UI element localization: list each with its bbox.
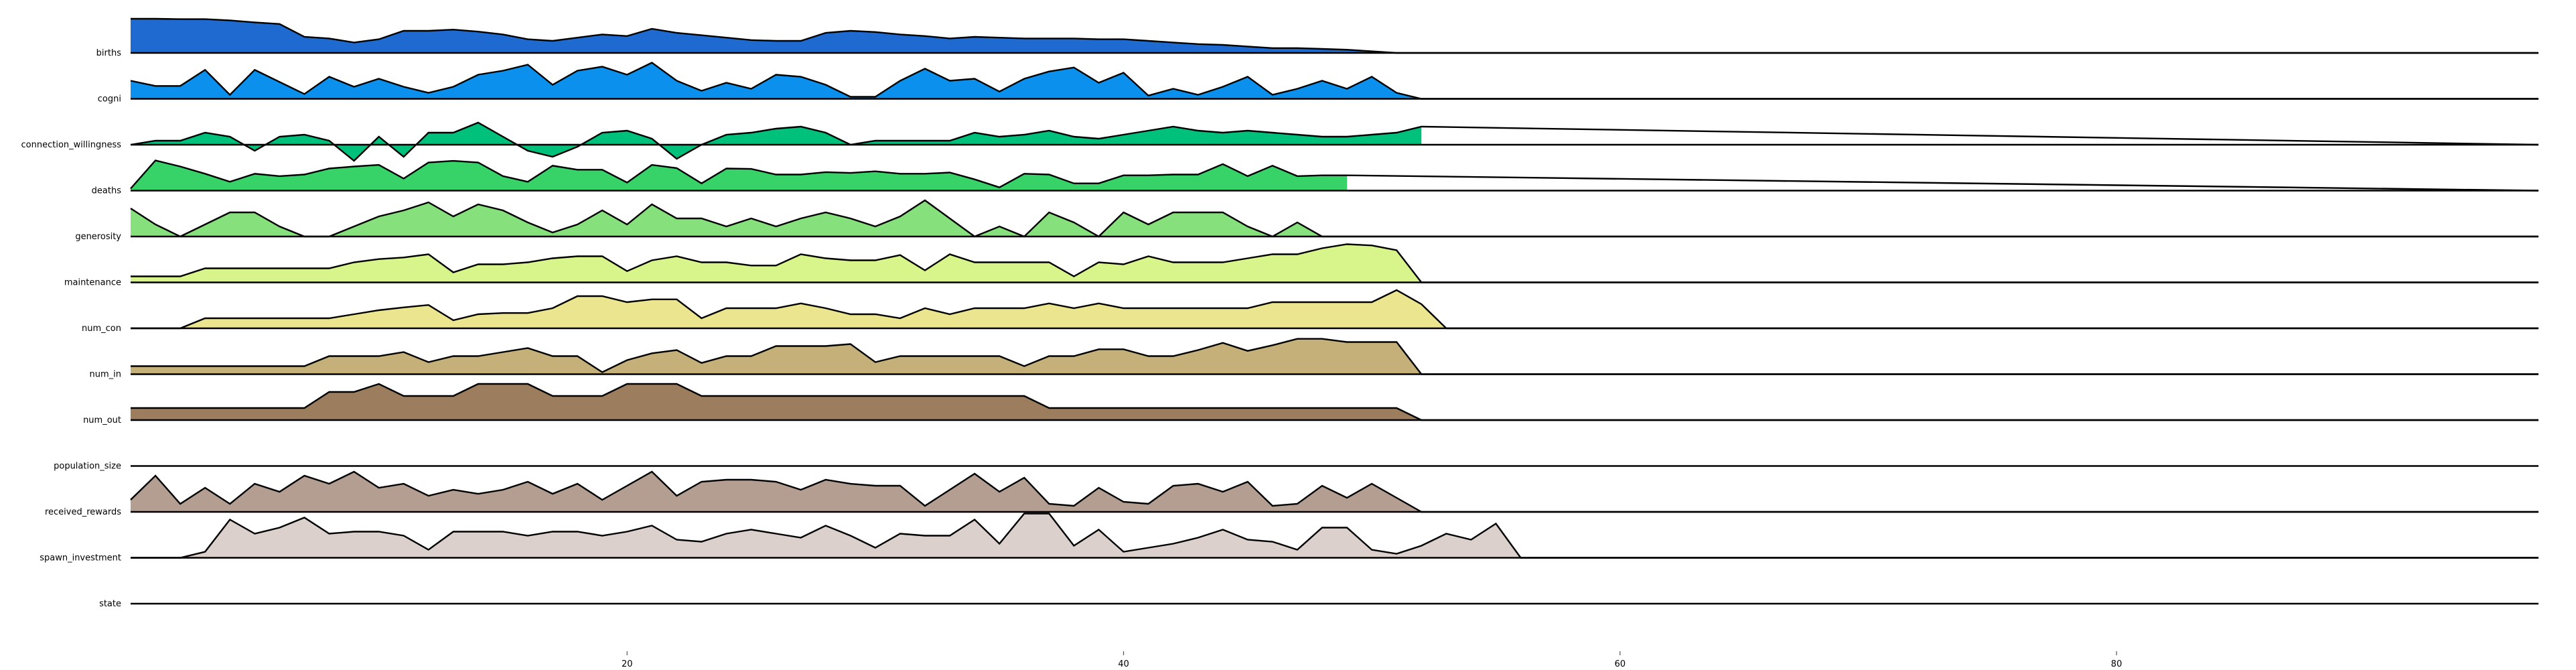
row-label-spawn-investment: spawn_investment bbox=[40, 553, 121, 563]
x-axis: 20 40 60 80 bbox=[622, 651, 2122, 669]
ridge-area-num-in bbox=[131, 338, 1422, 375]
ridge-line-maintenance bbox=[131, 243, 2538, 283]
row-label-connection-willingness: connection_willingness bbox=[21, 140, 122, 150]
ridge-row-births: births bbox=[96, 17, 2538, 58]
ridge-line-generosity bbox=[130, 199, 2538, 238]
ridge-line-num-out bbox=[131, 383, 2538, 421]
ridge-area-births bbox=[131, 19, 1397, 53]
ridge-row-num-out: num_out bbox=[83, 383, 2538, 425]
ridge-line-num-in bbox=[131, 338, 2538, 375]
row-label-cogni: cogni bbox=[98, 94, 121, 105]
ridge-area-num-con bbox=[131, 290, 1447, 328]
row-label-births: births bbox=[96, 48, 122, 58]
x-tick-label-60: 60 bbox=[1614, 659, 1626, 669]
ridge-line-connection-willingness bbox=[130, 121, 2539, 162]
ridge-area-generosity bbox=[131, 200, 1348, 237]
ridge-row-cogni: cogni bbox=[98, 62, 2538, 105]
row-label-state: state bbox=[99, 599, 121, 609]
x-tick-label-40: 40 bbox=[1118, 659, 1129, 669]
row-label-maintenance: maintenance bbox=[64, 278, 121, 288]
ridge-area-cogni bbox=[131, 62, 1422, 99]
ridge-row-received-rewards: received_rewards bbox=[45, 470, 2538, 517]
ridge-row-connection-willingness: connection_willingness bbox=[21, 121, 2539, 162]
x-tick-label-20: 20 bbox=[622, 659, 633, 669]
ridge-row-generosity: generosity bbox=[75, 199, 2538, 242]
x-tick-label-80: 80 bbox=[2111, 659, 2123, 669]
row-label-received-rewards: received_rewards bbox=[45, 507, 121, 517]
ridge-row-population-size: population_size bbox=[54, 462, 2538, 472]
row-label-population-size: population_size bbox=[54, 462, 121, 472]
ridge-area-num-out bbox=[131, 384, 1422, 420]
row-label-deaths: deaths bbox=[92, 186, 122, 196]
ridge-line-deaths bbox=[130, 159, 2539, 192]
ridge-row-num-in: num_in bbox=[90, 338, 2538, 380]
ridge-row-maintenance: maintenance bbox=[64, 243, 2538, 288]
ridge-row-num-con: num_con bbox=[82, 289, 2538, 334]
ridge-line-received-rewards bbox=[130, 470, 2538, 513]
ridge-row-state: state bbox=[99, 599, 2538, 609]
ridge-row-deaths: deaths bbox=[92, 159, 2539, 196]
ridge-area-maintenance bbox=[131, 244, 1422, 283]
row-label-num-out: num_out bbox=[83, 415, 121, 425]
ridge-area-deaths bbox=[131, 160, 1348, 191]
row-label-num-con: num_con bbox=[82, 324, 121, 334]
row-label-num-in: num_in bbox=[90, 370, 122, 380]
row-label-generosity: generosity bbox=[75, 232, 121, 242]
ridge-area-connection-willingness bbox=[131, 123, 1422, 161]
ridge-area-received-rewards bbox=[131, 472, 1422, 512]
ridge-area-spawn-investment bbox=[131, 513, 1521, 558]
ridge-line-spawn-investment bbox=[131, 513, 2538, 559]
ridge-line-num-con bbox=[131, 289, 2538, 330]
ridge-line-births bbox=[131, 17, 2538, 54]
ridge-line-cogni bbox=[130, 62, 2538, 100]
ridge-row-spawn-investment: spawn_investment bbox=[40, 513, 2538, 563]
